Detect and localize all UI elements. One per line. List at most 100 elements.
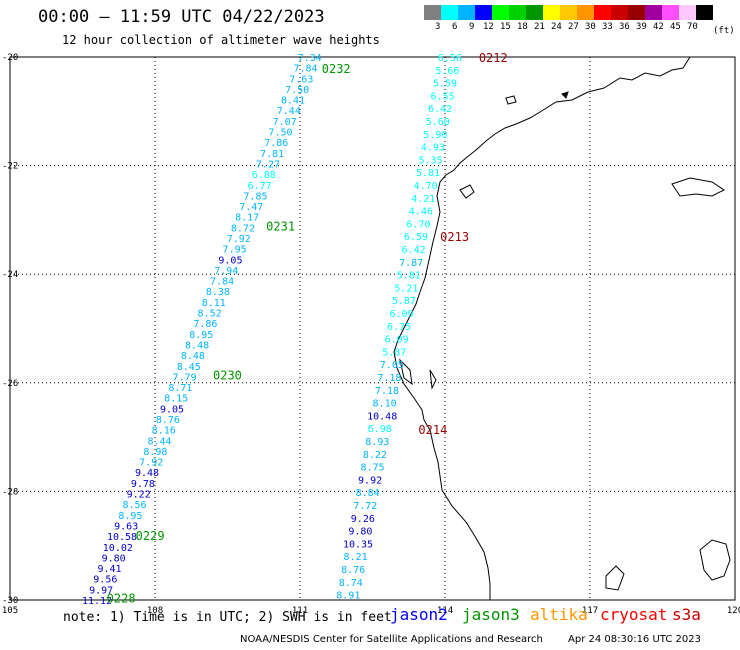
lon-tick-label: 108 xyxy=(147,606,163,616)
wave-height-value-east: 9.80 xyxy=(348,527,372,538)
pass-label: 0212 xyxy=(479,51,508,65)
wave-height-value-east: 5.35 xyxy=(418,155,442,166)
legend-swatch xyxy=(662,5,679,20)
wave-height-value-west: 8.48 xyxy=(181,351,205,362)
legend-label: 45 xyxy=(670,22,681,32)
wave-height-value-west: 6.77 xyxy=(248,181,272,192)
lat-tick-label: -28 xyxy=(2,487,18,497)
legend-label: 39 xyxy=(636,22,647,32)
island xyxy=(699,539,731,581)
wave-height-value-west: 7.79 xyxy=(173,372,197,383)
wave-height-value-west: 8.38 xyxy=(206,287,230,298)
legend-swatch xyxy=(560,5,577,20)
wave-height-value-east: 8.75 xyxy=(360,463,384,474)
wave-height-value-east: 6.59 xyxy=(404,232,428,243)
legend-swatch xyxy=(611,5,628,20)
wave-height-value-east: 8.76 xyxy=(341,565,365,576)
wave-height-value-east: 7.87 xyxy=(399,258,423,269)
legend-label: 36 xyxy=(619,22,630,32)
wave-height-value-west: 7.84 xyxy=(293,64,317,75)
wave-height-value-west: 8.52 xyxy=(198,309,222,320)
legend-swatches xyxy=(424,5,734,20)
wave-height-value-west: 9.41 xyxy=(97,564,121,575)
wave-height-value-west: 9.56 xyxy=(93,575,117,586)
wave-height-value-east: 5.60 xyxy=(426,117,450,128)
wave-height-value-west: 9.05 xyxy=(218,255,242,266)
mission-jason3: jason3 xyxy=(462,605,520,624)
coastline xyxy=(393,56,691,600)
wave-height-value-west: 8.11 xyxy=(202,298,226,309)
legend-unit: (ft) xyxy=(713,26,735,36)
wave-height-value-east: 4.93 xyxy=(421,143,445,154)
wave-height-value-east: 8.84 xyxy=(356,488,380,499)
wave-height-value-west: 9.97 xyxy=(89,585,113,596)
wave-height-value-east: 5.59 xyxy=(433,79,457,90)
wave-height-value-west: 9.80 xyxy=(102,553,126,564)
island xyxy=(561,91,569,99)
wave-height-value-east: 6.55 xyxy=(431,91,455,102)
mission-s3a: s3a xyxy=(672,605,701,624)
wave-height-value-east: 5.66 xyxy=(435,66,459,77)
wave-height-value-east: 7.18 xyxy=(375,386,399,397)
wave-height-value-east: 10.48 xyxy=(367,411,397,422)
lat-tick-label: -30 xyxy=(2,596,18,606)
island xyxy=(505,95,517,105)
wave-height-value-west: 6.88 xyxy=(252,170,276,181)
pass-label: 0231 xyxy=(266,219,295,233)
lon-tick-label: 117 xyxy=(582,606,598,616)
legend-label: 9 xyxy=(469,22,475,32)
wave-height-value-east: 4.70 xyxy=(414,181,438,192)
legend-swatch xyxy=(458,5,475,20)
wave-height-value-west: 7.84 xyxy=(210,277,234,288)
legend-label: 70 xyxy=(687,22,698,32)
wave-height-value-west: 8.95 xyxy=(189,330,213,341)
mission-cryosat: cryosat xyxy=(600,605,668,624)
wave-height-value-east: 8.74 xyxy=(339,578,363,589)
legend-swatch xyxy=(509,5,526,20)
legend-swatch xyxy=(577,5,594,20)
wave-height-value-west: 7.50 xyxy=(268,128,292,139)
island xyxy=(399,358,413,386)
wave-height-value-west: 7.81 xyxy=(260,149,284,160)
legend-swatch xyxy=(526,5,543,20)
map-title: 00:00 — 11:59 UTC 04/22/2023 xyxy=(38,7,325,27)
wave-height-value-east: 8.10 xyxy=(373,399,397,410)
map-frame xyxy=(9,56,736,601)
wave-height-value-west: 7.94 xyxy=(214,266,238,277)
wave-height-value-west: 9.63 xyxy=(114,521,138,532)
wave-height-value-east: 10.35 xyxy=(343,539,373,550)
pass-label: 0213 xyxy=(440,230,469,244)
lat-tick-label: -22 xyxy=(2,162,18,172)
wave-height-value-east: 6.09 xyxy=(385,335,409,346)
wave-height-value-east: 8.91 xyxy=(336,591,360,602)
legend-swatch xyxy=(594,5,611,20)
map-subtitle: 12 hour collection of altimeter wave hei… xyxy=(62,33,380,47)
pass-label: 0230 xyxy=(213,369,242,383)
legend-swatch xyxy=(492,5,509,20)
wave-height-value-east: 5.81 xyxy=(397,271,421,282)
wave-height-value-east: 6.70 xyxy=(406,219,430,230)
credit-line: NOAA/NESDIS Center for Satellite Applica… xyxy=(240,634,543,645)
wave-height-value-west: 7.95 xyxy=(223,245,247,256)
wave-height-value-east: 9.92 xyxy=(358,475,382,486)
wave-height-value-west: 8.45 xyxy=(177,362,201,373)
wave-height-value-west: 7.92 xyxy=(227,234,251,245)
lon-tick-label: 114 xyxy=(437,606,453,616)
wave-height-value-west: 7.86 xyxy=(193,319,217,330)
legend-swatch xyxy=(475,5,492,20)
wave-height-value-east: 8.22 xyxy=(363,450,387,461)
wave-height-value-west: 7.50 xyxy=(285,85,309,96)
lon-tick-label: 111 xyxy=(292,606,308,616)
wave-height-value-east: 7.72 xyxy=(353,501,377,512)
wave-height-value-east: 7.18 xyxy=(377,373,401,384)
wave-height-value-west: 7.47 xyxy=(239,202,263,213)
legend-swatch xyxy=(696,5,713,20)
wave-height-value-east: 6.56 xyxy=(438,53,462,64)
color-legend: 3 6 9 12 15 18 21 24 27 30 33 36 39 42 45 70 (ft) xyxy=(424,5,735,36)
wave-height-value-east: 4.21 xyxy=(411,194,435,205)
wave-height-value-east: 6.09 xyxy=(389,309,413,320)
wave-height-value-east: 6.42 xyxy=(428,104,452,115)
island xyxy=(605,565,625,591)
wave-height-value-west: 7.27 xyxy=(256,159,280,170)
